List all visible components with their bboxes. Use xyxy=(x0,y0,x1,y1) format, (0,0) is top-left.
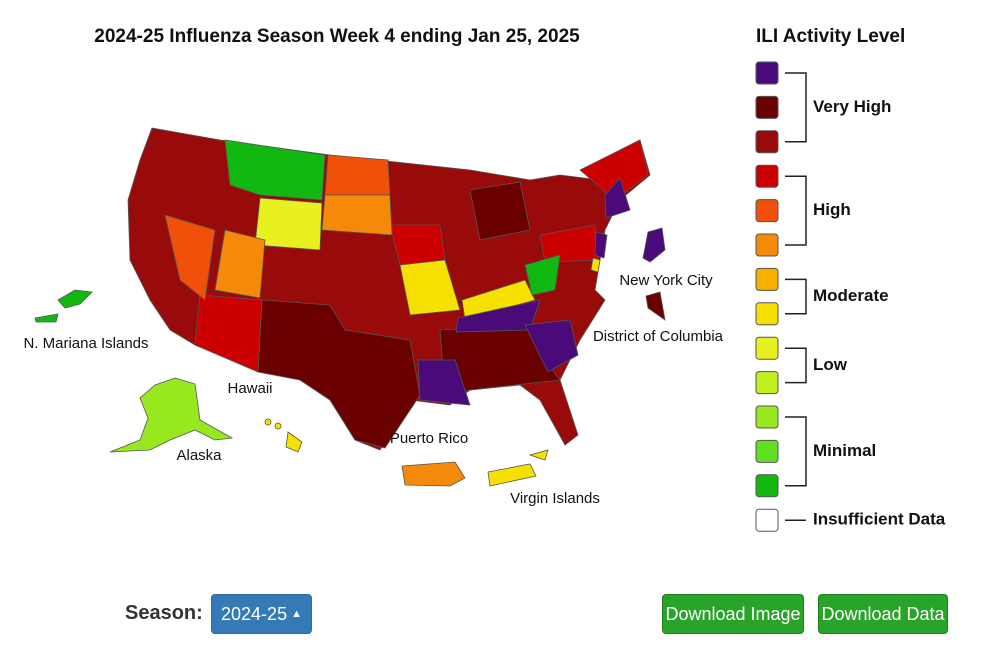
legend-swatch xyxy=(755,199,779,223)
legend-bracket xyxy=(785,347,807,384)
legend-swatch xyxy=(755,61,779,85)
legend-group-label: Moderate xyxy=(813,286,889,305)
legend-swatch xyxy=(755,130,779,154)
legend-swatch xyxy=(755,302,779,326)
legend-swatch xyxy=(755,474,779,498)
legend-swatch xyxy=(755,95,779,119)
legend-group-label: Insufficient Data xyxy=(813,510,946,529)
legend-swatch xyxy=(755,371,779,395)
caret: ▲ xyxy=(291,608,302,620)
legend-swatch xyxy=(755,233,779,257)
legend-swatch xyxy=(755,336,779,360)
map-label: Hawaii xyxy=(227,380,272,397)
legend-bracket xyxy=(785,175,807,246)
map-label: District of Columbia xyxy=(593,328,724,345)
map-title: 2024-25 Influenza Season Week 4 ending J… xyxy=(94,26,580,47)
legend-swatch xyxy=(755,267,779,291)
map-label: Puerto Rico xyxy=(390,430,468,447)
season-dropdown[interactable]: 2024-25 ▲ xyxy=(211,594,312,634)
legend-swatch xyxy=(755,508,779,532)
map-label: New York City xyxy=(619,272,713,289)
legend-bracket xyxy=(785,72,807,143)
legend-group-label: Very High xyxy=(813,97,891,116)
legend-group-label: High xyxy=(813,200,851,219)
map-label: Virgin Islands xyxy=(510,490,600,507)
legend-swatch xyxy=(755,439,779,463)
legend-group-label: Minimal xyxy=(813,441,876,460)
us-map xyxy=(127,127,651,451)
legend-group-label: Low xyxy=(813,355,848,374)
download-data-button[interactable]: Download Data xyxy=(818,594,948,634)
map-label: Alaska xyxy=(176,447,222,464)
legend-bracket xyxy=(785,278,807,315)
legend-bracket xyxy=(785,416,807,487)
legend-swatch xyxy=(755,405,779,429)
season-value: 2024-25 xyxy=(221,603,288,624)
territories xyxy=(34,227,666,487)
season-label: Season: xyxy=(125,602,203,624)
legend-title: ILI Activity Level xyxy=(756,26,905,47)
download-image-button[interactable]: Download Image xyxy=(662,594,804,634)
map-label: N. Mariana Islands xyxy=(23,335,148,352)
legend-swatch xyxy=(755,164,779,188)
